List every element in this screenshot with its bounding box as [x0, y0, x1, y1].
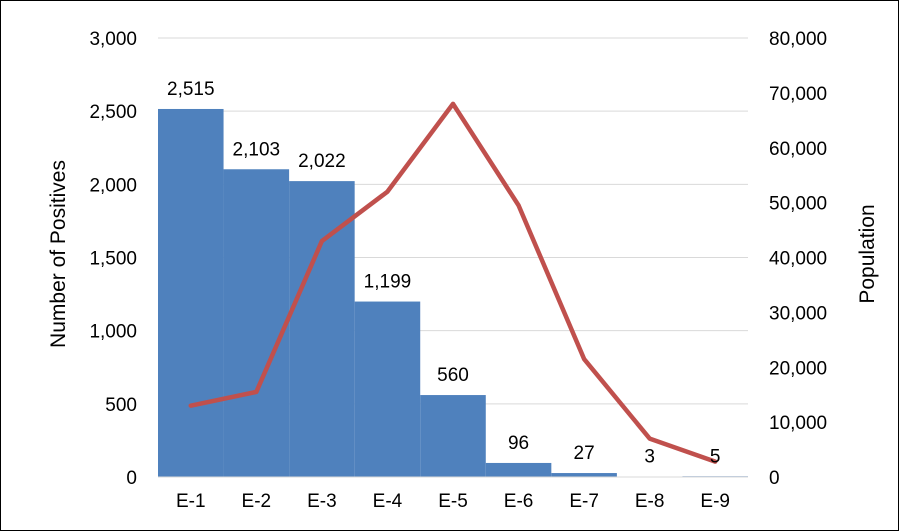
left-tick-label: 1,000 — [89, 322, 137, 343]
bar-data-label: 2,515 — [167, 79, 215, 100]
left-axis-title: Number of Positives — [47, 160, 70, 348]
bar-data-label: 1,199 — [364, 272, 412, 293]
bar-series — [158, 109, 748, 477]
left-tick-label: 3,000 — [89, 29, 137, 50]
bar-e-1 — [158, 109, 224, 477]
bar-data-label: 3 — [644, 447, 655, 468]
left-tick-label: 0 — [126, 468, 137, 489]
category-label: E-7 — [569, 491, 599, 512]
bar-e-7 — [551, 473, 617, 477]
left-tick-label: 500 — [105, 395, 137, 416]
left-axis: 0 500 1,000 1,500 2,000 2,500 3,000 — [89, 29, 137, 489]
right-tick-label: 0 — [769, 468, 780, 489]
category-label: E-8 — [635, 491, 665, 512]
right-axis-title: Population — [856, 204, 879, 303]
category-label: E-1 — [176, 491, 206, 512]
category-label: E-5 — [438, 491, 468, 512]
category-label: E-4 — [373, 491, 403, 512]
bar-data-label: 2,103 — [233, 139, 281, 160]
right-tick-label: 40,000 — [769, 249, 827, 270]
bar-data-label: 27 — [574, 443, 595, 464]
right-tick-label: 10,000 — [769, 413, 827, 434]
bar-data-label: 96 — [508, 433, 529, 454]
right-tick-label: 80,000 — [769, 29, 827, 50]
right-axis: 0 10,000 20,000 30,000 40,000 50,000 60,000 70,… — [769, 29, 827, 489]
bar-data-label: 560 — [437, 365, 469, 386]
bar-e-4 — [355, 302, 421, 477]
right-tick-label: 70,000 — [769, 84, 827, 105]
category-label: E-3 — [307, 491, 337, 512]
right-tick-label: 50,000 — [769, 194, 827, 215]
left-tick-label: 2,000 — [89, 175, 137, 196]
right-tick-label: 30,000 — [769, 303, 827, 324]
x-axis: E-1 E-2 E-3 E-4 E-5 E-6 E-7 E-8 E-9 — [158, 477, 748, 512]
right-tick-label: 20,000 — [769, 358, 827, 379]
bar-e-5 — [420, 395, 486, 477]
bar-e-2 — [224, 169, 290, 477]
category-label: E-6 — [504, 491, 534, 512]
bar-data-label: 2,022 — [298, 151, 346, 172]
category-label: E-9 — [700, 491, 730, 512]
right-tick-label: 60,000 — [769, 139, 827, 160]
bar-e-6 — [486, 463, 552, 477]
left-tick-label: 1,500 — [89, 249, 137, 270]
bar-data-label: 5 — [710, 446, 721, 467]
category-label: E-2 — [242, 491, 272, 512]
left-tick-label: 2,500 — [89, 102, 137, 123]
